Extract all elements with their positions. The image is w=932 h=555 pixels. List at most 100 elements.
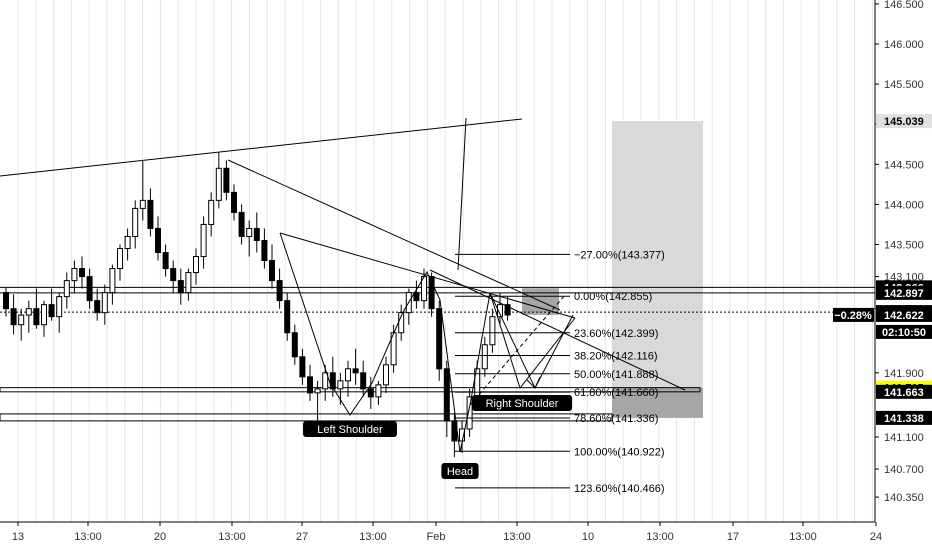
candle-body (162, 252, 169, 270)
price-badge-label: 142.897 (884, 288, 924, 300)
price-tick-label: 146.500 (884, 0, 924, 11)
candle (215, 152, 222, 209)
candle (231, 184, 237, 221)
projection-line (489, 292, 536, 389)
time-tick-label: 27 (296, 531, 308, 543)
candle (109, 264, 116, 305)
candle-body (3, 292, 9, 310)
candle-body (261, 239, 268, 262)
candle-body (413, 292, 420, 302)
support-band (0, 387, 701, 393)
candle-body (367, 388, 374, 398)
fib-level-label: 23.60%(142.399) (574, 328, 658, 340)
price-badge-label: 142.622 (884, 310, 924, 322)
upper-trend-line (0, 118, 523, 177)
candle-body (489, 316, 496, 346)
candle (86, 268, 93, 309)
candle-body (63, 280, 70, 298)
candle (261, 228, 268, 269)
candle-body (79, 268, 85, 278)
price-badge-label: 141.663 (884, 387, 924, 399)
candle (48, 288, 55, 321)
candle (139, 160, 146, 221)
candle (352, 348, 359, 385)
fib-level-label: 123.60%(140.466) (574, 483, 665, 495)
candle (284, 292, 291, 341)
candle-body (352, 368, 359, 374)
candle-body (322, 372, 329, 390)
support-band-low (0, 413, 613, 422)
time-tick-label: 13:00 (74, 531, 102, 543)
candle-body (360, 372, 367, 390)
price-axis[interactable]: 146.500146.000145.500145.000144.500144.0… (833, 0, 932, 522)
price-badge-bg (876, 410, 932, 425)
price-badge-bg (876, 307, 932, 322)
time-tick-label: 20 (154, 531, 166, 543)
annotation-bg (303, 421, 397, 437)
price-tick-label: 144.000 (884, 199, 924, 211)
pattern-drawings (0, 117, 686, 453)
candle (345, 360, 351, 397)
candle (41, 300, 47, 337)
candle-body (284, 300, 291, 334)
time-axis[interactable]: 13 13:00 20 13:00 27 13:00 Feb 13:00 10 13:00 17 13… (0, 521, 882, 543)
candle (238, 204, 245, 245)
candle-body (223, 167, 230, 193)
candle-body (71, 268, 78, 282)
candle (170, 260, 177, 293)
candle-body (124, 235, 131, 250)
candle-body (101, 292, 108, 314)
fibonacci-levels: −27.00%(143.377) 0.00%(142.855) 23.60%(142… (455, 249, 665, 495)
price-badge: 141.663 (876, 384, 932, 399)
candle (398, 304, 405, 341)
time-tick-label: 17 (727, 531, 739, 543)
candle-body (253, 227, 260, 241)
candle (79, 256, 85, 289)
candle (208, 192, 215, 237)
fib-level-label: −27.00%(143.377) (574, 249, 665, 261)
price-badge-bg (876, 114, 932, 129)
candle-body (231, 191, 237, 213)
candle-body (56, 296, 63, 318)
annotation-bg (471, 395, 573, 411)
fib-level-label: 50.00%(141.888) (574, 369, 658, 381)
candle-body (117, 248, 123, 270)
candle-body (466, 396, 473, 430)
price-badge: 141.338 (876, 410, 932, 425)
pattern-zigzag (279, 232, 576, 453)
candle (375, 380, 382, 405)
candle-body (291, 332, 298, 358)
candle (504, 296, 511, 321)
price-badge-label: 145.039 (884, 116, 924, 128)
candle-body (337, 380, 344, 390)
time-tick-label: 10 (582, 531, 594, 543)
candle-body (345, 368, 351, 382)
descending-trend-line (227, 159, 561, 311)
candle (3, 287, 9, 317)
candle (94, 288, 101, 321)
candle-body (193, 256, 199, 274)
candle-body (375, 384, 382, 398)
price-badge: 142.897 (876, 285, 932, 300)
candle (193, 248, 199, 285)
candle (307, 364, 313, 401)
pattern-annotations: Left Shoulder Head Right Shoulder (303, 395, 573, 479)
candle-body (269, 260, 275, 282)
price-tick-label: 140.700 (884, 464, 924, 476)
candle (223, 160, 230, 201)
spike-line (457, 117, 467, 271)
candle-body (10, 308, 17, 326)
price-tick-label: 140.350 (884, 492, 924, 504)
candle (497, 292, 503, 325)
candle-body (238, 211, 245, 237)
price-badge-label: 141.338 (884, 413, 924, 425)
time-tick-label: 13:00 (503, 531, 531, 543)
arrow-head-icon (526, 376, 541, 389)
candle (276, 268, 283, 309)
percent-change-bg (833, 307, 874, 322)
candle (185, 268, 192, 301)
annotation-label: Left Shoulder (317, 424, 383, 436)
price-tick-label: 143.500 (884, 240, 924, 252)
